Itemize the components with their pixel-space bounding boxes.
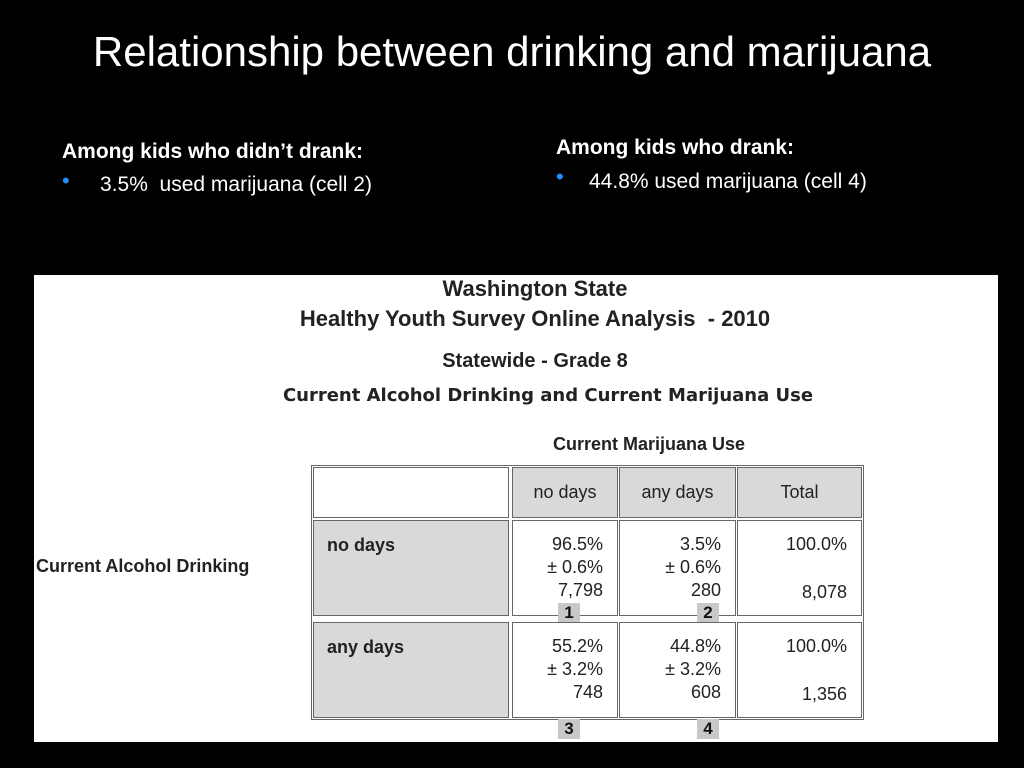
table-border [311,465,864,720]
cell-value: 608 [690,682,721,702]
cell-value: 96.5% [551,534,603,554]
data-cell: 3.5% ± 0.6% 280 [619,520,736,616]
row-header: no days [313,520,509,616]
left-heading: Among kids who didn’t drank: [62,140,363,163]
cell-value: 1,356 [801,684,847,704]
cell-value: 55.2% [551,636,603,656]
cell-value: 44.8% [669,636,721,656]
figure-panel: Washington State Healthy Youth Survey Onl… [34,275,998,742]
column-header: no days [512,467,618,518]
row-header: any days [313,622,509,718]
cell-value: ± 0.6% [547,557,603,577]
row-group: Current Alcohol Drinking [36,556,250,576]
figure-title: Healthy Youth Survey Online Analysis - 2… [299,306,771,331]
left-bullet: 3.5% used marijuana (cell 2) [100,173,372,196]
cell-value: 748 [572,682,603,702]
corner-cell [313,467,509,518]
right-heading: Among kids who drank: [556,136,795,159]
figure-subtitle: Current Alcohol Drinking and Current Mar… [282,385,814,406]
cell-value: ± 3.2% [665,659,721,679]
column-group: Current Marijuana Use [553,434,746,454]
data-cell: 55.2% ± 3.2% 748 [512,622,618,718]
right-bullet: 44.8% used marijuana (cell 4) [589,170,867,193]
cell-value: 280 [690,580,721,600]
cell-number: 4 [697,719,719,739]
slide-title: Relationship between drinking and mariju… [92,28,932,75]
column-header: Total [737,467,862,518]
bullet-dot: • [556,164,564,189]
figure-title: Washington State [442,276,628,301]
cell-value: ± 0.6% [665,557,721,577]
cell-value: 100.0% [785,534,847,554]
data-cell: 44.8% ± 3.2% 608 [619,622,736,718]
data-cell: 96.5% ± 0.6% 7,798 [512,520,618,616]
data-cell: 100.0% 1,356 [737,622,862,718]
cell-value: 100.0% [785,636,847,656]
bullet-dot: • [62,168,70,193]
data-cell: 100.0% 8,078 [737,520,862,616]
figure-title: Statewide - Grade 8 [442,350,628,372]
cell-number: 1 [558,603,580,623]
cell-value: ± 3.2% [547,659,603,679]
cell-value: 3.5% [679,534,721,554]
cell-number: 2 [697,603,719,623]
cell-value: 8,078 [801,582,847,602]
column-header: any days [619,467,736,518]
cell-number: 3 [558,719,580,739]
cell-value: 7,798 [557,580,603,600]
